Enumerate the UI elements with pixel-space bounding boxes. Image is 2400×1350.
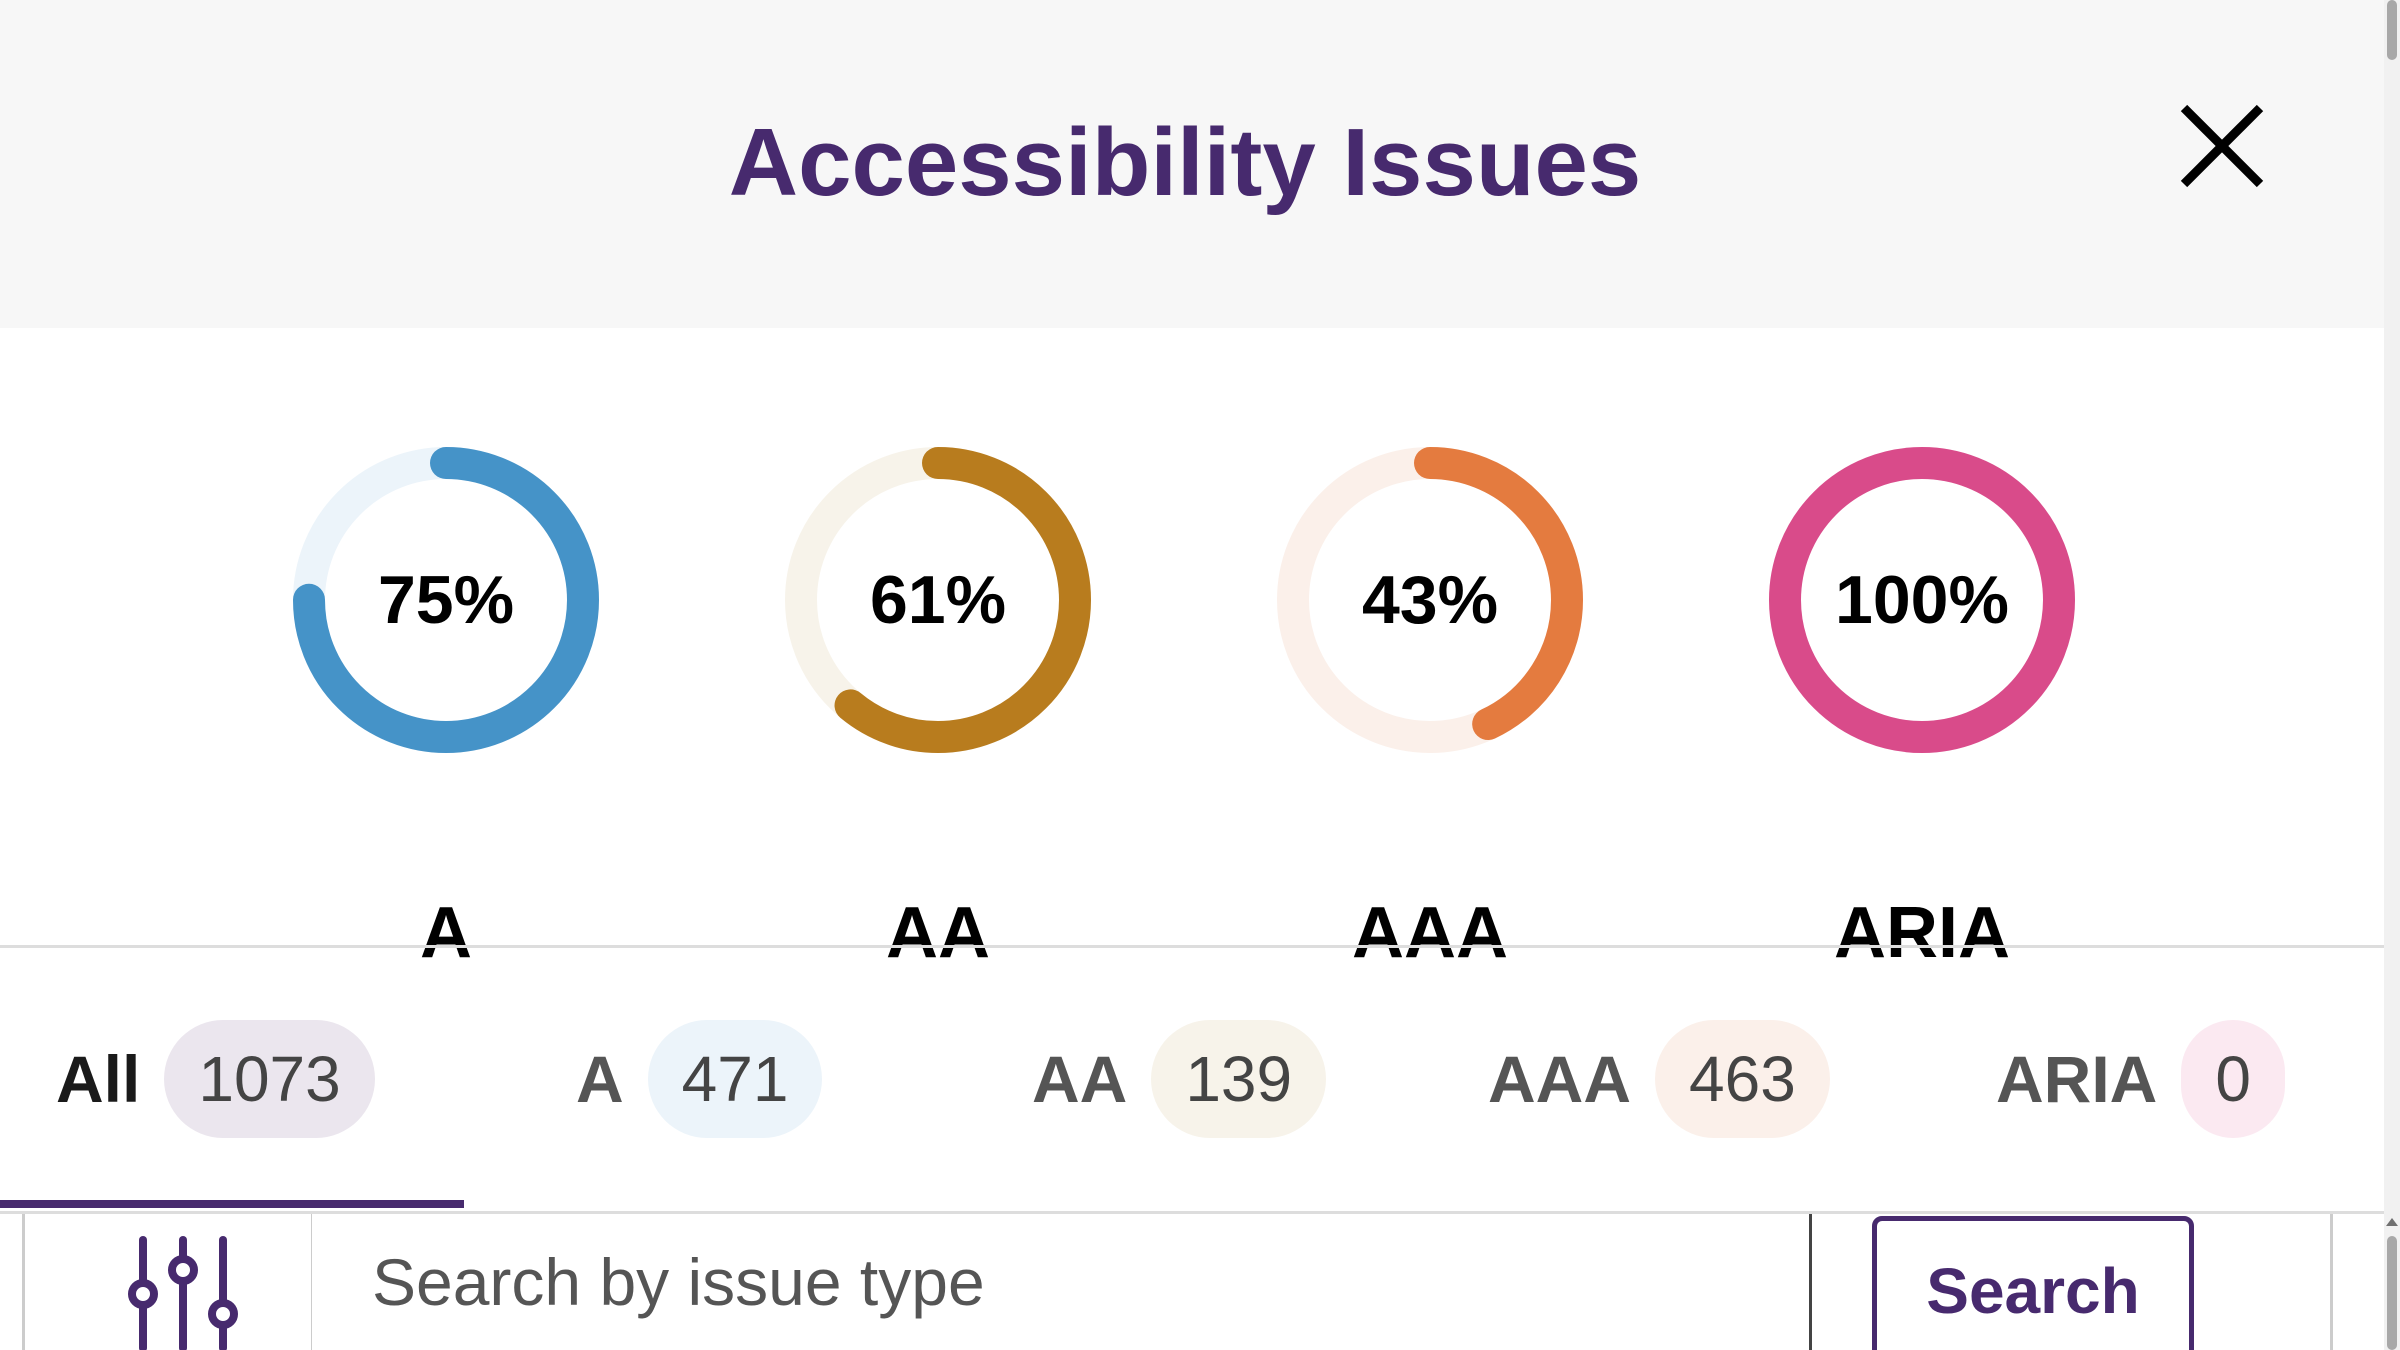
tab-count-badge: 0: [2181, 1020, 2285, 1138]
close-button[interactable]: [2172, 96, 2272, 196]
tab-count-badge: 1073: [164, 1020, 375, 1138]
chart-label: AA: [886, 893, 990, 973]
search-bar: Search: [0, 1214, 2384, 1350]
active-tab-indicator: [0, 1200, 464, 1208]
tab-label: AAA: [1488, 1042, 1631, 1116]
chart-label: A: [420, 893, 472, 973]
chart-percent: 43%: [1361, 562, 1499, 638]
donut-chart: [785, 447, 1091, 753]
scroll-up-arrow-icon[interactable]: [2386, 1218, 2398, 1226]
score-charts: 75% A 61% AA 43% AAA 100% ARIA: [0, 328, 2384, 973]
chart-a: 75% A: [286, 440, 606, 973]
scrollbar[interactable]: [2384, 0, 2400, 1350]
tab-count-badge: 471: [647, 1020, 823, 1138]
donut-chart: [293, 447, 599, 753]
level-tabs: All 1073 A 471 AA 139 AAA 463 ARIA 0: [0, 948, 2384, 1208]
donut-chart: [1277, 447, 1583, 753]
scrollbar-thumb[interactable]: [2387, 0, 2397, 60]
tab-label: All: [56, 1042, 141, 1116]
sliders-icon: [128, 1236, 238, 1350]
tab-aria[interactable]: ARIA 0: [1996, 1020, 2285, 1138]
chart-percent: 61%: [869, 562, 1007, 638]
tab-label: ARIA: [1996, 1042, 2158, 1116]
tab-count-badge: 463: [1655, 1020, 1830, 1138]
search-input[interactable]: [312, 1214, 1812, 1350]
page-title: Accessibility Issues: [728, 109, 1642, 216]
chart-percent: 75%: [377, 562, 515, 638]
divider: [2330, 1214, 2333, 1350]
divider: [0, 945, 2384, 948]
search-button[interactable]: Search: [1872, 1216, 2194, 1350]
chart-aria: 100% ARIA: [1762, 440, 2082, 973]
tab-aaa[interactable]: AAA 463: [1488, 1020, 1830, 1138]
tab-all[interactable]: All 1073: [56, 1020, 375, 1138]
tab-a[interactable]: A 471: [576, 1020, 823, 1138]
tab-label: A: [576, 1042, 624, 1116]
chart-aa: 61% AA: [778, 440, 1098, 973]
tab-aa[interactable]: AA 139: [1032, 1020, 1327, 1138]
header: Accessibility Issues: [0, 0, 2384, 328]
chart-label: AAA: [1352, 893, 1508, 973]
close-icon: [2180, 104, 2264, 188]
divider: [0, 1211, 2384, 1214]
chart-aaa: 43% AAA: [1270, 440, 1590, 973]
donut-chart: [1769, 447, 2075, 753]
tab-count-badge: 139: [1151, 1020, 1327, 1138]
chart-label: ARIA: [1834, 893, 2010, 973]
tab-label: AA: [1032, 1042, 1128, 1116]
chart-percent: 100%: [1835, 562, 2009, 638]
filter-button[interactable]: [22, 1214, 314, 1350]
scrollbar-thumb[interactable]: [2387, 1236, 2397, 1350]
